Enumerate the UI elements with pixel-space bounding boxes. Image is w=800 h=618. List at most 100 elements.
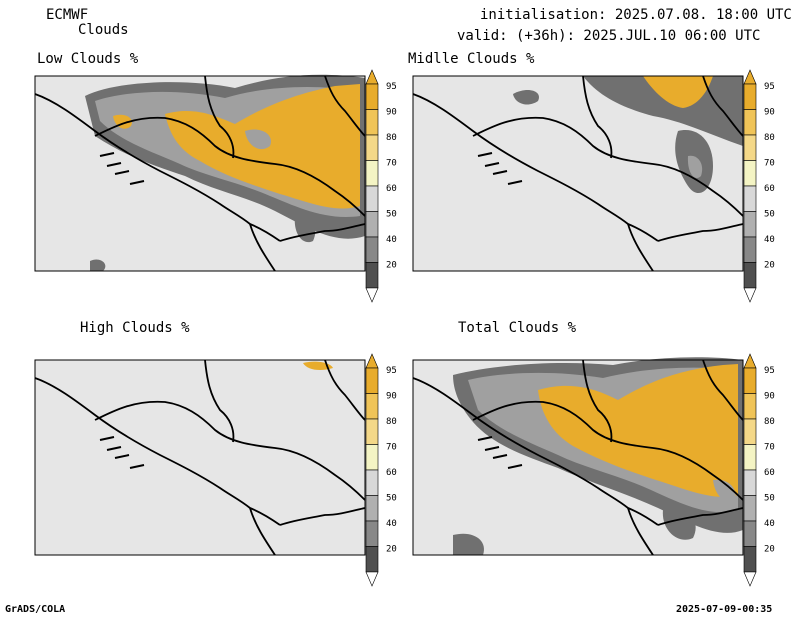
cloud-area (662, 508, 696, 540)
colorbar-label: 90 (386, 392, 397, 402)
colorbar-segment (365, 109, 379, 136)
colorbar-segment (743, 495, 757, 522)
colorbar-high: 95 90 80 70 60 50 40 20 (365, 353, 397, 587)
colorbar-label: 95 (386, 366, 397, 376)
cloud-area (90, 259, 106, 271)
map-frame (34, 359, 366, 556)
valid-time: valid: (+36h): 2025.JUL.10 06:00 UTC (457, 28, 761, 44)
colorbar-label: 70 (764, 159, 775, 169)
boundary-line (472, 116, 744, 217)
cloud-area (687, 155, 703, 178)
colorbar-label: 20 (386, 545, 397, 555)
cloud-area (713, 105, 736, 133)
colorbar-label: 80 (764, 133, 775, 143)
cloud-area (643, 76, 713, 108)
colorbar-segment (743, 367, 757, 394)
colorbar-label: 60 (764, 184, 775, 194)
map-frame (412, 359, 744, 556)
colorbar-label: 80 (386, 417, 397, 427)
boundary-line (472, 400, 744, 501)
island (129, 180, 145, 185)
colorbar-segment (743, 262, 757, 289)
island (106, 446, 122, 451)
colorbar-label: 50 (386, 210, 397, 220)
colorbar-segment (365, 134, 379, 161)
boundary-line (627, 223, 654, 272)
island (492, 454, 508, 459)
map-panel-low: 95 90 80 70 60 50 40 20 (34, 69, 397, 303)
map-panel-high: 95 90 80 70 60 50 40 20 (34, 353, 397, 587)
boundary-line (204, 75, 235, 159)
colorbar-segment (365, 211, 379, 238)
colorbar-label: 40 (764, 235, 775, 245)
colorbar-top-arrow (743, 353, 757, 369)
boundary-line (657, 223, 744, 242)
colorbar-segment (743, 109, 757, 136)
field-name: Clouds (78, 22, 129, 38)
colorbar-label: 20 (764, 261, 775, 271)
colorbar-segment (743, 236, 757, 263)
colorbar-label: 95 (386, 82, 397, 92)
colorbar-label: 80 (764, 417, 775, 427)
colorbar-label: 40 (386, 235, 397, 245)
colorbar-low: 95 90 80 70 60 50 40 20 (365, 69, 397, 303)
boundary-line (582, 359, 613, 443)
colorbar-label: 20 (764, 545, 775, 555)
island (99, 436, 115, 441)
island (477, 436, 493, 441)
footer-timestamp: 2025-07-09-00:35 (676, 604, 773, 615)
panel-title-low: Low Clouds % (37, 51, 139, 67)
colorbar-total: 95 90 80 70 60 50 40 20 (743, 353, 775, 587)
cloud-area (713, 479, 736, 502)
panel-title-total: Total Clouds % (458, 320, 577, 336)
colorbar-label: 50 (764, 210, 775, 220)
map-panel-total: 95 90 80 70 60 50 40 20 (412, 353, 775, 587)
model-name: ECMWF (46, 7, 89, 23)
boundary-line (279, 507, 366, 526)
panel-title-mid: Midlle Clouds % (408, 51, 535, 67)
colorbar-label: 90 (386, 108, 397, 118)
colorbar-bottom-arrow (743, 287, 757, 303)
boundary-line (204, 359, 235, 443)
boundary-line (702, 75, 744, 137)
cloud-area (513, 90, 539, 105)
colorbar-segment (365, 418, 379, 445)
colorbar-segment (365, 236, 379, 263)
colorbar-label: 40 (764, 519, 775, 529)
colorbar-segment (365, 469, 379, 496)
island (99, 152, 115, 157)
colorbar-segment (743, 185, 757, 212)
colorbar-top-arrow (365, 353, 379, 369)
colorbar-segment (365, 520, 379, 547)
colorbar-bottom-arrow (365, 571, 379, 587)
island (114, 170, 130, 175)
colorbar-label: 20 (386, 261, 397, 271)
colorbar-segment (365, 160, 379, 187)
colorbar-label: 70 (386, 159, 397, 169)
colorbar-segment (365, 185, 379, 212)
boundary-line (324, 75, 366, 137)
colorbar-segment (743, 83, 757, 110)
cloud-area (245, 129, 271, 150)
boundary-line (249, 507, 276, 556)
island (507, 464, 523, 469)
boundary-line (582, 75, 613, 159)
colorbar-label: 70 (386, 443, 397, 453)
panel-title-high: High Clouds % (80, 320, 190, 336)
colorbar-segment (743, 546, 757, 573)
boundary-line (657, 507, 744, 526)
island (106, 162, 122, 167)
colorbar-segment (365, 495, 379, 522)
map-background (35, 360, 365, 555)
colorbar-top-arrow (743, 69, 757, 85)
colorbar-bottom-arrow (365, 287, 379, 303)
boundary-line (249, 223, 276, 272)
island (507, 180, 523, 185)
island (492, 170, 508, 175)
colorbar-segment (365, 83, 379, 110)
boundary-line (702, 359, 744, 421)
colorbar-label: 60 (386, 468, 397, 478)
colorbar-segment (365, 367, 379, 394)
boundary-line (94, 400, 366, 501)
